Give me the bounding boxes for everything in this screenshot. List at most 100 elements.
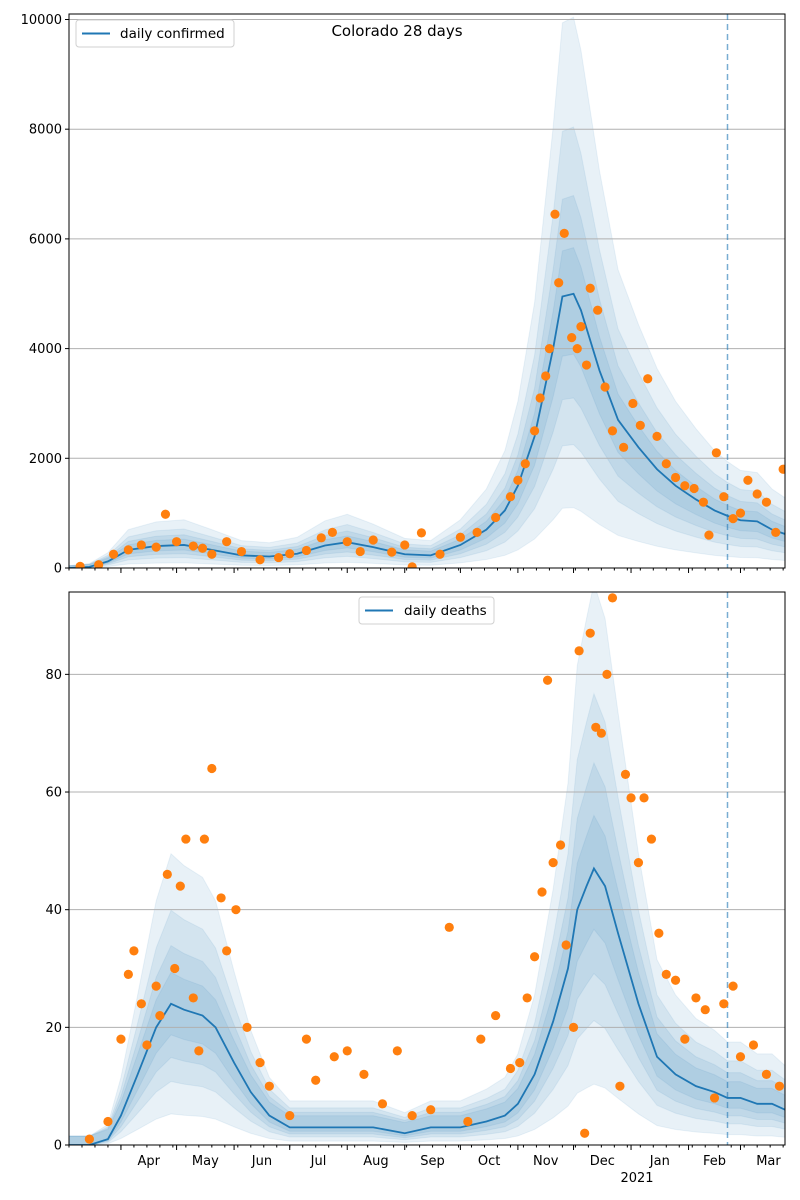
- uncertainty-band-2: [69, 761, 785, 1145]
- data-point: [136, 540, 146, 550]
- data-point: [689, 483, 699, 494]
- data-point: [342, 537, 352, 547]
- data-point: [522, 993, 532, 1003]
- data-point: [136, 999, 146, 1009]
- data-point: [542, 675, 553, 685]
- x-tick-label: Oct: [478, 1154, 500, 1169]
- uncertainty-band-1: [69, 692, 785, 1145]
- data-point: [771, 527, 781, 537]
- y-tick-label: 6000: [29, 232, 62, 247]
- data-point: [162, 869, 172, 879]
- x-tick-label: Mar: [756, 1154, 781, 1169]
- data-point: [327, 527, 337, 537]
- data-point: [505, 1063, 516, 1074]
- data-point: [529, 426, 540, 436]
- data-point: [535, 393, 545, 403]
- data-point: [222, 537, 232, 547]
- data-point: [643, 374, 653, 384]
- data-point: [635, 420, 645, 430]
- data-point: [222, 946, 232, 956]
- data-point: [761, 497, 772, 507]
- data-point: [342, 1046, 352, 1056]
- data-point: [568, 1022, 579, 1032]
- x-axis-ticks: Apr May Jun Jul Aug Sep Oct Nov Dec Jan Feb Mar: [68, 1145, 784, 1169]
- legend-confirmed: daily confirmed: [75, 19, 235, 48]
- data-point: [585, 628, 595, 638]
- x-tick-label: Sep: [420, 1154, 445, 1169]
- data-point: [108, 549, 119, 559]
- data-point: [285, 549, 295, 559]
- x-tick-label: Jan: [649, 1154, 670, 1169]
- data-point: [735, 1052, 746, 1062]
- data-point: [691, 993, 701, 1003]
- y-tick-label: 20: [45, 1021, 62, 1036]
- model-line-deaths: [69, 866, 785, 1145]
- data-point: [515, 1058, 525, 1068]
- legend-box: [75, 19, 235, 48]
- data-point: [626, 793, 636, 803]
- data-point: [661, 459, 671, 469]
- data-point: [188, 541, 198, 551]
- y-gridlines: [69, 673, 785, 1028]
- data-point: [572, 343, 582, 354]
- data-point: [197, 543, 208, 553]
- data-point: [426, 1105, 436, 1115]
- y-tick-label: 80: [45, 668, 62, 683]
- data-point: [581, 360, 592, 370]
- data-point: [620, 769, 631, 779]
- chart-title: Colorado 28 days: [331, 22, 462, 40]
- data-point: [231, 905, 241, 915]
- data-point: [735, 508, 746, 518]
- data-point: [316, 533, 326, 543]
- data-point: [615, 1081, 625, 1091]
- x-axis-ticks: [68, 568, 784, 573]
- data-point: [274, 552, 284, 563]
- data-point: [255, 1058, 265, 1068]
- data-point: [151, 542, 161, 552]
- data-point: [455, 532, 465, 542]
- data-point: [646, 834, 657, 844]
- data-point: [585, 283, 595, 293]
- y-tick-label: 2000: [29, 452, 62, 467]
- uncertainty-band-0: [69, 592, 785, 1145]
- legend-box: [358, 596, 495, 625]
- y-tick-label: 0: [54, 1139, 62, 1154]
- data-point: [554, 278, 564, 288]
- data-point: [491, 1010, 501, 1021]
- data-point: [778, 464, 785, 474]
- data-point: [680, 1034, 690, 1044]
- data-point: [709, 1093, 720, 1103]
- data-point: [752, 489, 762, 499]
- observed-points-deaths: [84, 593, 785, 1144]
- data-point: [155, 1010, 165, 1021]
- data-point: [537, 887, 547, 897]
- data-point: [242, 1022, 252, 1032]
- data-point: [94, 560, 104, 568]
- data-point: [264, 1081, 274, 1091]
- data-point: [652, 431, 662, 441]
- legend-label: daily confirmed: [120, 26, 225, 42]
- data-point: [719, 492, 729, 502]
- data-point: [550, 209, 560, 219]
- data-point: [199, 834, 210, 844]
- data-point: [123, 969, 133, 979]
- data-point: [116, 1034, 126, 1044]
- data-point: [628, 398, 638, 409]
- data-point: [216, 893, 226, 903]
- data-point: [567, 333, 577, 343]
- data-point: [207, 763, 217, 774]
- x-tick-label: Nov: [533, 1154, 559, 1169]
- data-point: [698, 497, 708, 507]
- data-point: [591, 722, 601, 732]
- data-point: [654, 928, 664, 938]
- data-point: [368, 535, 378, 545]
- chart-deaths: 0 20 40 60 80 Apr May Jun Jul Aug Sep Oct Nov Dec Jan…: [45, 591, 786, 1186]
- data-point: [680, 481, 690, 491]
- data-point: [719, 999, 729, 1009]
- data-point: [728, 514, 738, 524]
- data-point: [255, 555, 265, 565]
- y-tick-label: 8000: [29, 123, 62, 138]
- data-point: [555, 840, 566, 850]
- data-point: [407, 1110, 417, 1121]
